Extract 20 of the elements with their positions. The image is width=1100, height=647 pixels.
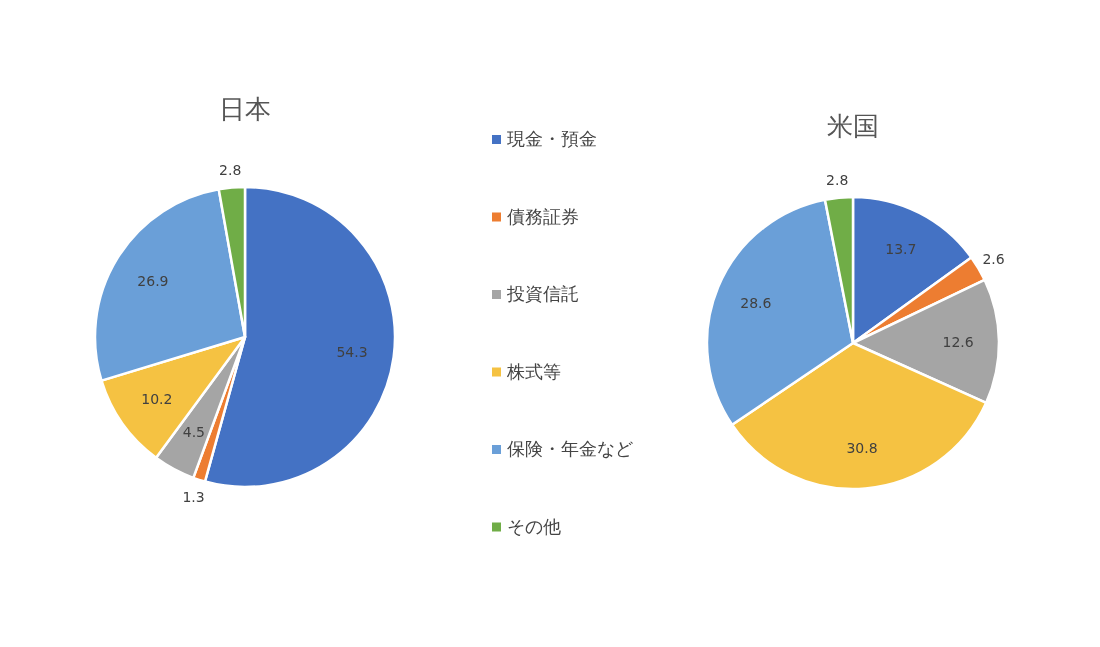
data-label: 1.3 xyxy=(182,488,205,505)
legend-label: 投資信託 xyxy=(506,283,579,304)
data-label: 12.6 xyxy=(942,333,974,350)
data-label: 13.7 xyxy=(885,241,917,258)
data-label: 54.3 xyxy=(336,343,368,360)
data-label: 4.5 xyxy=(182,424,205,441)
data-label: 2.6 xyxy=(982,251,1005,268)
data-label: 2.8 xyxy=(826,172,849,189)
data-label: 2.8 xyxy=(219,161,242,178)
chart-title: 米国 xyxy=(827,111,879,141)
legend-label: 債務証券 xyxy=(507,205,579,227)
chart-title: 日本 xyxy=(219,94,271,124)
data-label: 30.8 xyxy=(846,439,878,456)
legend-label: 現金・預金 xyxy=(507,128,597,149)
data-label: 10.2 xyxy=(141,391,173,408)
data-label: 26.9 xyxy=(137,272,169,289)
legend-label: その他 xyxy=(507,515,561,537)
legend-label: 株式等 xyxy=(506,360,561,382)
data-label: 28.6 xyxy=(740,294,772,311)
legend-label: 保険・年金など xyxy=(507,438,633,459)
